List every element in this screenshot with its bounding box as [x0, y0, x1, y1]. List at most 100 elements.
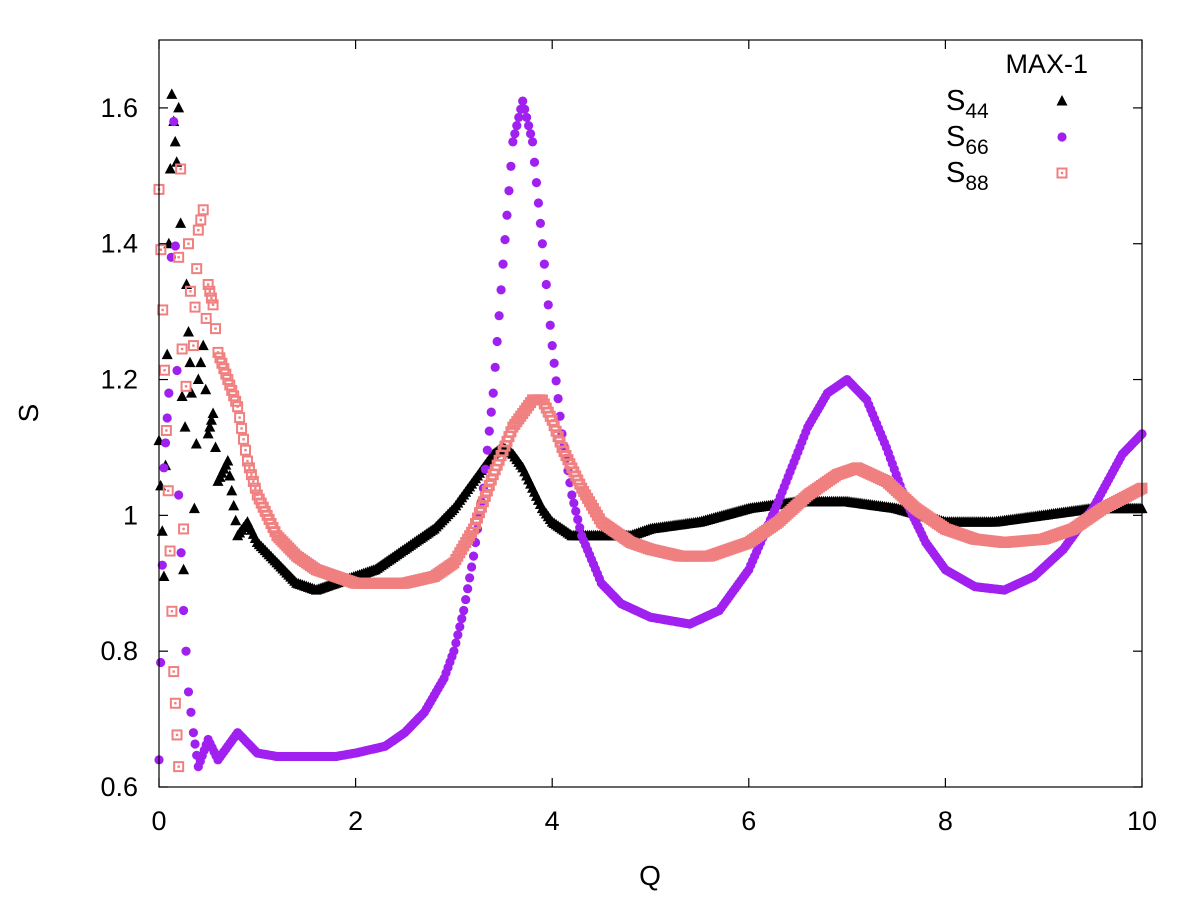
data-point [502, 210, 512, 220]
data-point [241, 455, 253, 467]
x-tick-label: 0 [151, 806, 166, 836]
data-point [162, 485, 174, 497]
data-point [180, 380, 192, 392]
data-point [158, 570, 170, 581]
data-point [204, 285, 216, 297]
series-S88 [153, 163, 1148, 773]
data-point [468, 551, 479, 561]
data-point [232, 401, 244, 413]
series-S66 [154, 96, 1147, 772]
data-point [210, 323, 222, 335]
data-point [192, 373, 204, 385]
data-point [529, 157, 540, 167]
data-point [549, 358, 559, 368]
data-point [159, 463, 169, 473]
data-point [169, 135, 181, 147]
data-point [461, 594, 471, 605]
data-point [182, 326, 194, 337]
y-tick-label: 1.2 [100, 365, 138, 395]
data-point [247, 475, 259, 487]
y-tick-label: 1.6 [100, 93, 138, 123]
data-point [531, 178, 542, 188]
data-point [164, 545, 176, 557]
data-point [249, 482, 261, 494]
data-point [486, 407, 496, 417]
data-point [162, 413, 172, 423]
data-point [184, 285, 196, 297]
y-tick-label: 0.6 [100, 772, 138, 802]
data-point [176, 343, 188, 355]
data-point [226, 484, 238, 496]
data-point [228, 499, 240, 511]
data-point [240, 444, 252, 456]
data-point [457, 613, 467, 624]
data-point [166, 605, 178, 617]
data-point [172, 365, 182, 376]
data-point [195, 356, 207, 368]
data-point [490, 362, 500, 372]
x-tick-label: 2 [348, 806, 363, 836]
x-axis-label: Q [639, 860, 661, 891]
data-point [234, 412, 246, 424]
data-point [207, 299, 219, 311]
data-point [449, 646, 459, 656]
data-point [210, 441, 222, 452]
tick-labels: 0 2 4 6 8 10 0.6 0.8 1 1.2 1.4 1.6 [100, 93, 1157, 836]
data-point [504, 186, 514, 196]
data-point [168, 666, 180, 678]
data-point [555, 411, 565, 421]
data-point [186, 707, 196, 717]
data-point [161, 348, 173, 360]
data-point [190, 438, 202, 449]
data-point [181, 646, 191, 656]
data-point [159, 364, 171, 376]
data-point [238, 433, 250, 445]
data-point [488, 388, 498, 398]
data-point [465, 573, 475, 583]
data-point [508, 137, 518, 147]
data-point [175, 217, 187, 228]
data-point [169, 116, 179, 127]
data-point [245, 469, 257, 481]
data-point [182, 238, 194, 250]
data-point [190, 739, 200, 749]
data-point [169, 697, 181, 709]
data-point [178, 563, 190, 575]
data-point [188, 728, 199, 738]
data-point [243, 462, 255, 474]
data-point [178, 605, 189, 616]
legend-entry-label: S88 [946, 157, 989, 195]
data-point [510, 129, 520, 139]
data-point [175, 163, 187, 175]
data-point [173, 251, 185, 263]
data-point [522, 112, 532, 123]
data-point [195, 214, 207, 226]
data-point [200, 312, 212, 324]
data-point [156, 657, 166, 668]
data-point [202, 278, 214, 290]
data-point [176, 548, 186, 558]
y-tick-label: 0.8 [100, 636, 138, 666]
data-point [547, 340, 557, 351]
data-point [197, 204, 209, 216]
data-point [551, 376, 561, 386]
data-point [179, 421, 191, 432]
data-point [525, 129, 536, 139]
x-tick-label: 8 [938, 806, 953, 836]
x-tick-label: 4 [545, 806, 560, 836]
data-point [187, 340, 199, 352]
ticks-layer [158, 40, 1143, 788]
points-layer [153, 88, 1148, 773]
data-point [157, 560, 167, 570]
data-point [173, 761, 185, 773]
data-point [500, 235, 510, 245]
data-point [197, 339, 209, 351]
data-point [166, 88, 178, 99]
legend-marker [1057, 132, 1067, 142]
data-point [170, 241, 180, 251]
data-point [496, 285, 506, 295]
data-point [455, 622, 465, 632]
data-point [539, 259, 549, 269]
